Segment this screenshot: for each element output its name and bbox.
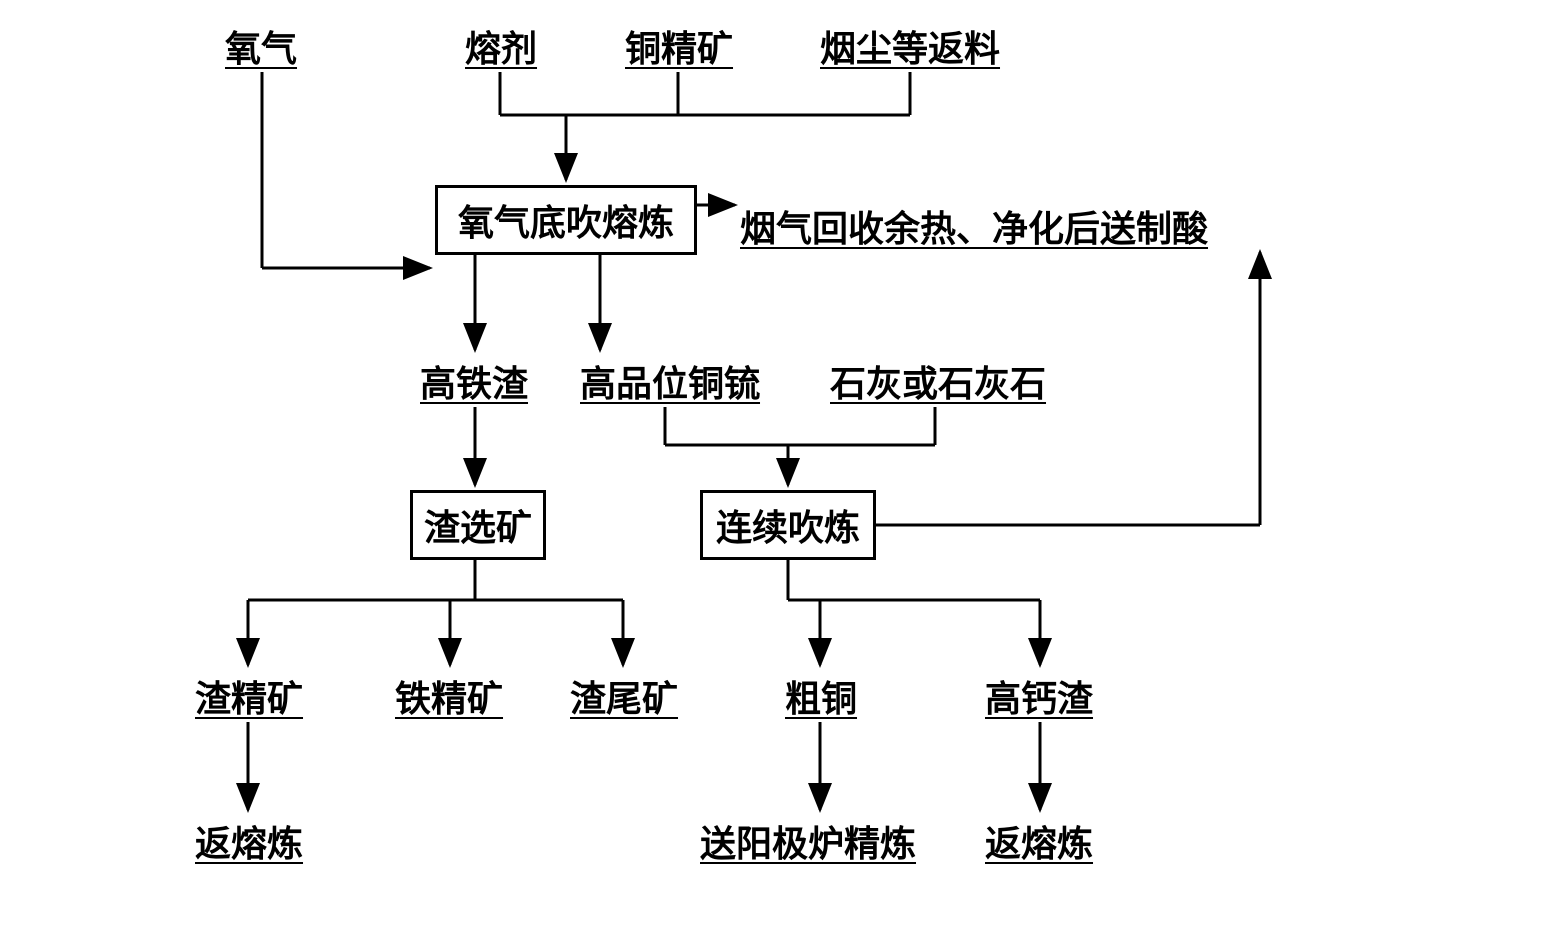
return-smelting-2-label: 返熔炼 (985, 815, 1093, 867)
return-smelting-1-label: 返熔炼 (195, 815, 303, 867)
iron-concentrate-label: 铁精矿 (395, 670, 503, 722)
oxygen-label: 氧气 (225, 20, 297, 72)
slag-dressing-box: 渣选矿 (410, 490, 546, 560)
high-iron-slag-label: 高铁渣 (420, 355, 528, 407)
gas-recovery-label: 烟气回收余热、净化后送制酸 (740, 200, 1208, 252)
high-grade-matte-label: 高品位铜锍 (580, 355, 760, 407)
flux-label: 熔剂 (465, 20, 537, 72)
high-ca-slag-label: 高钙渣 (985, 670, 1093, 722)
continuous-converting-box: 连续吹炼 (700, 490, 876, 560)
slag-tailings-label: 渣尾矿 (570, 670, 678, 722)
flowchart-arrows (0, 0, 1558, 944)
slag-concentrate-label: 渣精矿 (195, 670, 303, 722)
anode-refining-label: 送阳极炉精炼 (700, 815, 916, 867)
copper-concentrate-label: 铜精矿 (625, 20, 733, 72)
dust-return-label: 烟尘等返料 (820, 20, 1000, 72)
smelting-box: 氧气底吹熔炼 (435, 185, 697, 255)
lime-label: 石灰或石灰石 (830, 355, 1046, 407)
blister-copper-label: 粗铜 (785, 670, 857, 722)
